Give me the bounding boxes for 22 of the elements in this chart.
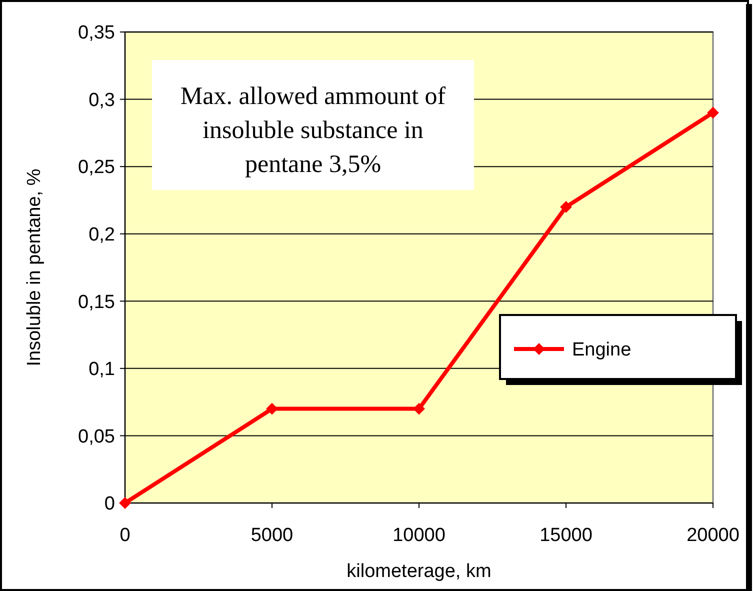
y-tick-label: 0,15 xyxy=(78,292,115,313)
y-axis-title: Insoluble in pentane, % xyxy=(24,168,45,366)
y-tick-label: 0,25 xyxy=(78,157,115,178)
point xyxy=(119,497,131,509)
x-tick-label: 0 xyxy=(120,525,130,546)
annotation: Max. allowed ammount of insoluble substance in pentane 3,5% xyxy=(180,83,446,178)
y-tick-label: 0,05 xyxy=(78,426,115,448)
x-tick-label: 20000 xyxy=(686,525,740,546)
x-tick-label: 5000 xyxy=(250,525,294,546)
point xyxy=(266,402,278,415)
point xyxy=(707,106,719,119)
x-axis-title: kilometerage, km xyxy=(346,561,492,582)
y-tick-label: 0 xyxy=(104,494,115,515)
x-tick-label: 10000 xyxy=(392,525,446,546)
point xyxy=(560,201,572,213)
y-tick-label: 0,3 xyxy=(88,90,115,111)
point xyxy=(413,402,425,415)
legend-label: Engine xyxy=(572,340,632,361)
x-tick-label: 15000 xyxy=(540,525,592,546)
y-tick-label: 0,2 xyxy=(88,224,115,246)
y-tick-label: 0,1 xyxy=(88,359,115,380)
y-tick-label: 0,35 xyxy=(78,22,115,44)
